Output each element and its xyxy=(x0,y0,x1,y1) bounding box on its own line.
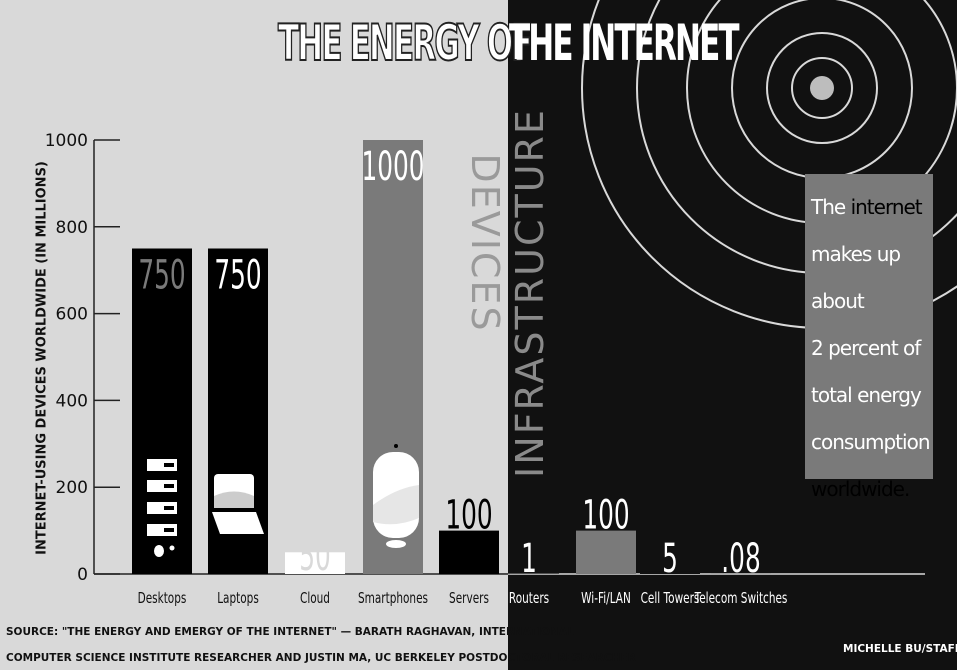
y-tick-label: 800 xyxy=(56,218,88,238)
category-label: Routers xyxy=(509,590,549,607)
category-label: Servers xyxy=(449,590,489,607)
y-tick-label: 200 xyxy=(56,478,88,498)
callout-text: total energy xyxy=(811,383,922,407)
credit-line: MICHELLE BU/STAFF xyxy=(843,643,957,655)
data-label: 1000 xyxy=(361,143,424,190)
desktop-tower-icon xyxy=(147,459,177,557)
data-label: 100 xyxy=(582,491,629,538)
bars xyxy=(132,140,771,574)
y-tick-label: 1000 xyxy=(45,131,88,151)
bar xyxy=(640,571,700,574)
device-icons xyxy=(147,444,419,557)
y-tick-label: 400 xyxy=(56,391,88,411)
category-label: Desktops xyxy=(138,590,187,607)
y-tick-label: 0 xyxy=(77,565,88,585)
data-label: .08 xyxy=(721,535,760,582)
data-label: 5 xyxy=(662,535,678,582)
data-labels: 750 750 50 1000 100 1 100 5 .08 xyxy=(138,143,760,582)
data-label: 50 xyxy=(299,533,331,580)
callout-text: consumption xyxy=(811,430,931,454)
data-label: 1 xyxy=(521,535,537,582)
callout-text: makes up about xyxy=(811,242,901,313)
callout-highlight: worldwide. xyxy=(811,477,910,501)
category-labels: Desktops Laptops Cloud Smartphones Servers Ro… xyxy=(138,590,788,607)
callout-text: The xyxy=(811,195,851,219)
source-note: SOURCE: "THE ENERGY AND EMERGY OF THE IN… xyxy=(6,626,574,638)
callout-box: The internet makes up about 2 percent of… xyxy=(805,174,933,501)
bar xyxy=(285,552,345,574)
bar xyxy=(576,530,636,574)
category-label: Cloud xyxy=(300,590,330,607)
smartphone-icon xyxy=(373,444,419,548)
data-label: 750 xyxy=(138,251,185,298)
data-label: 750 xyxy=(214,251,261,298)
category-label: Smartphones xyxy=(358,590,428,607)
devices-group-label: DEVICES xyxy=(463,153,507,333)
callout-text: 2 percent of xyxy=(811,336,921,360)
category-label: Laptops xyxy=(217,590,259,607)
category-label: Wi-Fi/LAN xyxy=(581,590,631,607)
y-axis-label: INTERNET-USING DEVICES WORLDWIDE (IN MIL… xyxy=(34,161,50,555)
source-note: COMPUTER SCIENCE INSTITUTE RESEARCHER AN… xyxy=(6,652,636,664)
y-axis: 0 200 400 600 800 1000 xyxy=(45,131,925,585)
data-label: 100 xyxy=(445,491,492,538)
callout-highlight: internet xyxy=(850,195,923,219)
bar xyxy=(132,248,192,574)
title-left: THE ENERGY OF xyxy=(277,14,533,72)
bar xyxy=(439,530,499,574)
category-label: Telecom Switches xyxy=(694,590,788,607)
category-label: Cell Towers xyxy=(641,590,700,607)
title-right: THE INTERNET xyxy=(509,14,740,72)
y-tick-label: 600 xyxy=(56,305,88,325)
infrastructure-group-label: INFRASTRUCTURE xyxy=(508,108,552,478)
laptop-icon xyxy=(212,474,264,534)
